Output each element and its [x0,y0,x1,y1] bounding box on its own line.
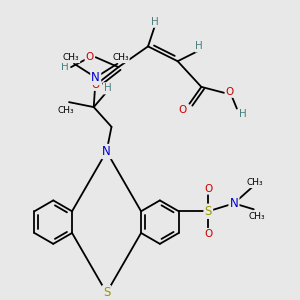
Text: CH₃: CH₃ [248,212,265,221]
Text: H: H [196,41,203,51]
Text: H: H [61,62,69,72]
Text: O: O [226,87,234,97]
Text: S: S [205,205,212,218]
Text: O: O [92,80,100,90]
Text: H: H [151,17,159,27]
Text: S: S [103,286,110,299]
Text: O: O [204,229,212,239]
Text: CH₃: CH₃ [112,53,129,62]
Text: CH₃: CH₃ [63,53,79,62]
Text: N: N [230,197,238,210]
Text: O: O [204,184,212,194]
Text: H: H [239,109,247,118]
Text: N: N [102,145,111,158]
Text: H: H [104,83,111,93]
Text: O: O [86,52,94,62]
Text: O: O [178,105,187,115]
Text: N: N [91,71,100,84]
Text: CH₃: CH₃ [58,106,74,115]
Text: CH₃: CH₃ [246,178,263,187]
